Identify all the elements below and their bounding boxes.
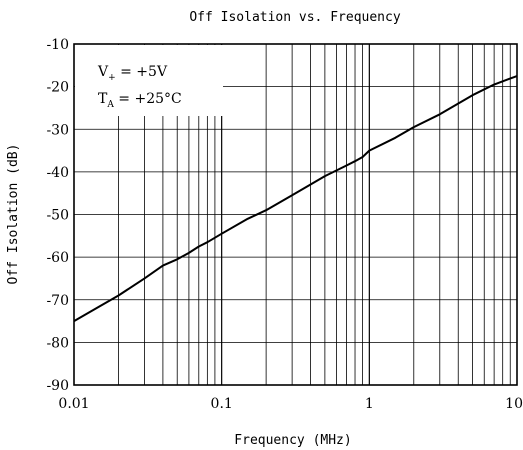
label-layer: Off Isolation vs. Frequency Frequency (M…: [6, 10, 523, 448]
y-tick-label: -50: [46, 208, 69, 224]
x-tick-label: 0.01: [58, 396, 89, 412]
x-axis-label: Frequency (MHz): [234, 433, 351, 448]
y-axis-label: Off Isolation (dB): [6, 144, 21, 285]
x-tick-label: 0.1: [211, 396, 233, 412]
y-tick-label: -60: [46, 250, 69, 266]
plot-border: [73, 43, 518, 386]
annotation-box: V+ = +5V TA = +25°C: [75, 45, 223, 116]
annotation-text: V+ = +5V: [97, 64, 168, 83]
plot-frame: [73, 43, 518, 386]
series-layer: [73, 75, 518, 322]
y-tick-label: -70: [46, 293, 69, 309]
y-tick-label: -40: [46, 165, 69, 181]
series-line: [73, 75, 518, 322]
y-tick-label: -20: [46, 80, 69, 96]
annotation-background: [75, 45, 223, 116]
x-tick-label: 10: [505, 396, 523, 412]
x-tick-label: 1: [365, 396, 374, 412]
y-tick-label: -80: [46, 335, 69, 351]
chart-title: Off Isolation vs. Frequency: [189, 10, 400, 25]
annotation-text: TA = +25°C: [98, 91, 182, 110]
y-tick-label: -30: [46, 122, 69, 138]
y-tick-label: -10: [46, 37, 69, 53]
y-tick-label: -90: [46, 378, 69, 394]
